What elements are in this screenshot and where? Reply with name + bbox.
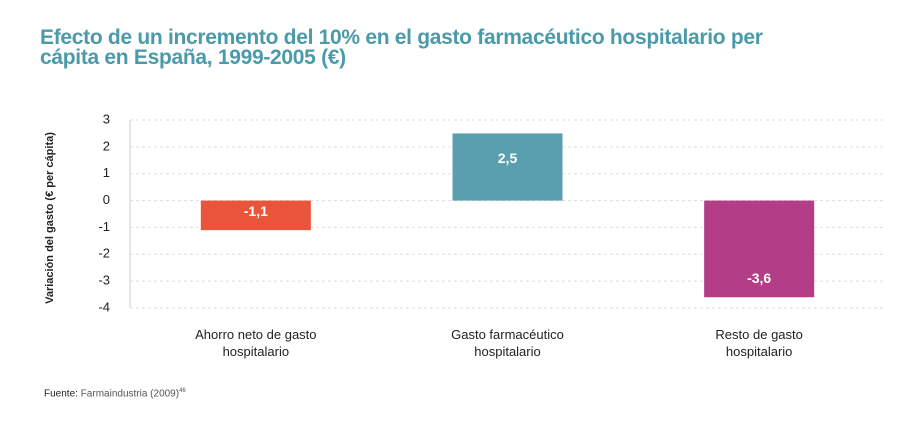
source-label: Fuente: bbox=[44, 388, 78, 400]
chart-title: Efecto de un incremento del 10% en el ga… bbox=[40, 26, 763, 69]
bar bbox=[452, 133, 563, 201]
source-ref: 46 bbox=[179, 388, 186, 394]
y-tick-label: 2 bbox=[103, 138, 110, 153]
value-label: 2,5 bbox=[498, 150, 518, 166]
y-tick-label: -2 bbox=[98, 246, 110, 261]
y-tick-label: 1 bbox=[103, 165, 110, 180]
y-tick-label: -3 bbox=[98, 273, 110, 288]
x-tick-label: Gasto farmacéutico hospitalario bbox=[451, 327, 564, 359]
y-axis-label: Variación del gasto (€ per cápita) bbox=[44, 132, 56, 304]
source: Fuente: Farmaindustria (2009)46 bbox=[44, 388, 186, 399]
value-label: -3,6 bbox=[747, 270, 771, 286]
bar bbox=[200, 200, 311, 231]
y-tick-label: 0 bbox=[103, 192, 110, 207]
source-text: Farmaindustria (2009) bbox=[80, 388, 180, 400]
y-tick-label: 3 bbox=[103, 111, 110, 126]
bar bbox=[704, 200, 815, 298]
x-tick-label: Resto de gasto hospitalario bbox=[715, 327, 803, 359]
value-label: -1,1 bbox=[244, 203, 268, 219]
y-tick-label: -4 bbox=[98, 299, 110, 314]
x-tick-label: Ahorro neto de gasto hospitalario bbox=[195, 327, 317, 359]
y-tick-label: -1 bbox=[98, 219, 110, 234]
